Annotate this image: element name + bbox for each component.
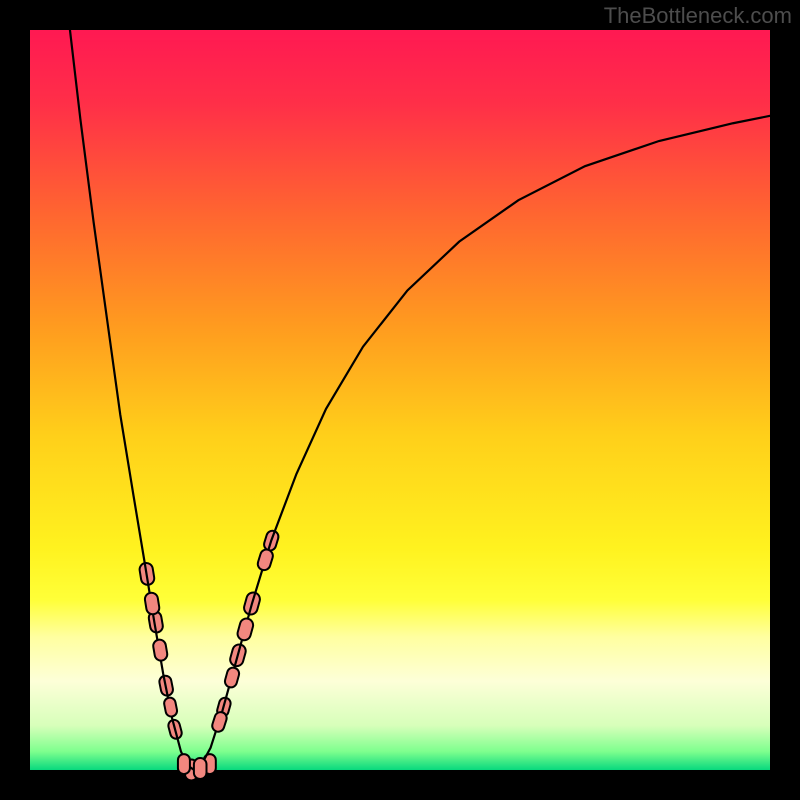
chart-container: TheBottleneck.com — [0, 0, 800, 800]
watermark-text: TheBottleneck.com — [604, 3, 792, 29]
curve-marker — [144, 592, 160, 615]
bottleneck-curve-chart — [0, 0, 800, 800]
curve-marker — [178, 754, 190, 774]
curve-marker — [194, 758, 207, 779]
